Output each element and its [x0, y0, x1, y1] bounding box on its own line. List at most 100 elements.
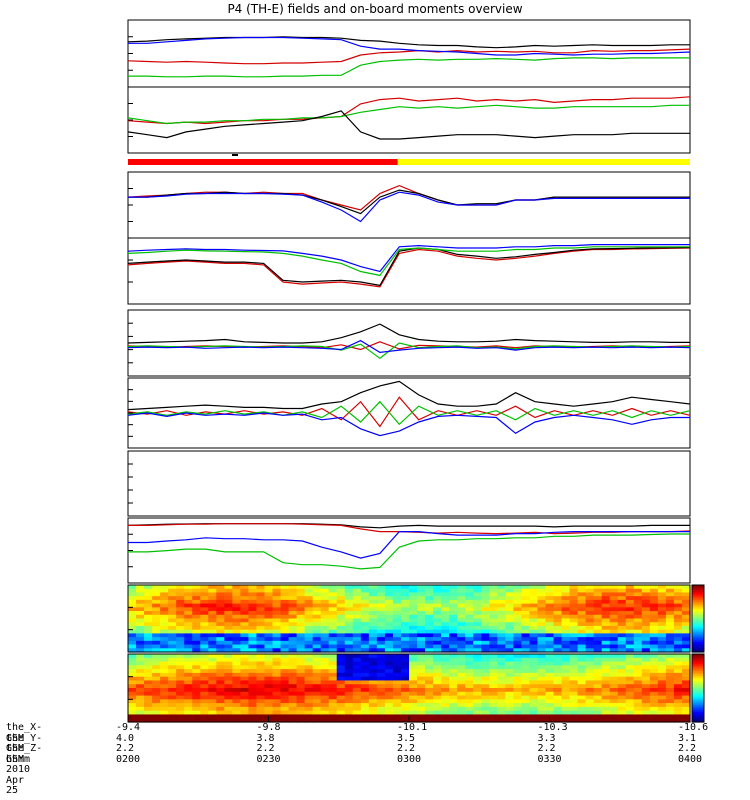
heatmap-cell	[473, 633, 482, 638]
heatmap-cell	[160, 684, 169, 689]
heatmap-cell	[465, 669, 474, 674]
heatmap-cell	[400, 718, 410, 723]
heatmap-cell	[384, 672, 394, 678]
heatmap-cell	[433, 596, 442, 601]
heatmap-cell	[569, 640, 579, 646]
heatmap-cell	[529, 688, 539, 693]
heatmap-cell	[376, 672, 386, 678]
heatmap-cell	[537, 684, 547, 689]
heatmap-cell	[649, 618, 659, 623]
heatmap-cell	[489, 629, 498, 634]
heatmap-cell	[360, 699, 370, 704]
heatmap-cell	[280, 640, 290, 646]
heatmap-cell	[296, 644, 306, 649]
heatmap-cell	[537, 607, 547, 612]
heatmap-cell	[400, 622, 410, 627]
heatmap-cell	[433, 588, 442, 594]
heatmap-cell	[184, 648, 193, 653]
heatmap-cell	[240, 588, 250, 594]
heatmap-cell	[489, 618, 498, 623]
heatmap-cell	[200, 703, 209, 708]
heatmap-cell	[320, 603, 330, 608]
heatmap-cell	[328, 669, 338, 674]
heatmap-cell	[521, 629, 531, 634]
heatmap-cell	[368, 669, 378, 674]
heatmap-cell	[465, 654, 474, 659]
heatmap-cell	[280, 710, 290, 716]
heatmap-cell	[585, 588, 595, 594]
heatmap-cell	[625, 622, 635, 627]
heatmap-cell	[673, 592, 683, 597]
heatmap-cell	[433, 684, 442, 689]
heatmap-cell	[280, 676, 290, 682]
heatmap-cell	[208, 622, 217, 627]
heatmap-cell	[232, 599, 241, 605]
heatmap-cell	[673, 629, 683, 634]
heatmap-cell	[681, 684, 691, 689]
heatmap-cell	[144, 665, 153, 670]
heatmap-cell	[160, 625, 169, 631]
heatmap-cell	[144, 684, 153, 689]
heatmap-cell	[681, 588, 691, 594]
heatmap-cell	[352, 622, 362, 627]
heatmap-cell	[336, 657, 346, 663]
heatmap-cell	[352, 684, 362, 689]
heatmap-cell	[160, 654, 169, 659]
heatmap-cell	[593, 688, 603, 693]
heatmap-cell	[264, 672, 274, 678]
heatmap-cell	[192, 629, 201, 634]
heatmap-cell	[336, 618, 346, 623]
heatmap-cell	[537, 714, 547, 719]
heatmap-cell	[417, 596, 426, 601]
heatmap-cell	[192, 622, 201, 627]
heatmap-cell	[216, 585, 225, 590]
heatmap-cell	[392, 661, 402, 666]
colorbar-cell	[692, 613, 704, 616]
heatmap-cell	[585, 680, 595, 685]
heatmap-cell	[312, 718, 322, 723]
series-line-te	[127, 246, 691, 287]
heatmap-cell	[617, 710, 627, 716]
heatmap-cell	[585, 592, 595, 597]
heatmap-cell	[232, 718, 241, 723]
heatmap-cell	[673, 588, 683, 594]
heatmap-cell	[465, 699, 474, 704]
heatmap-cell	[280, 669, 290, 674]
heatmap-cell	[513, 637, 522, 642]
heatmap-cell	[296, 592, 306, 597]
heatmap-cell	[328, 614, 338, 620]
heatmap-cell	[641, 657, 651, 663]
heatmap-cell	[617, 625, 627, 631]
heatmap-cell	[368, 695, 378, 700]
heatmap-cell	[392, 629, 402, 634]
heatmap-cell	[152, 718, 161, 723]
heatmap-cell	[376, 691, 386, 697]
heatmap-cell	[601, 665, 611, 670]
heatmap-cell	[208, 618, 217, 623]
heatmap-cell	[425, 654, 434, 659]
heatmap-cell	[336, 603, 346, 608]
heatmap-cell	[433, 688, 442, 693]
heatmap-cell	[601, 706, 611, 712]
heatmap-cell	[352, 657, 362, 663]
heatmap-cell	[673, 672, 683, 678]
heatmap-cell	[617, 633, 627, 638]
heatmap-cell	[441, 614, 450, 620]
heatmap-cell	[625, 611, 635, 616]
heatmap-cell	[136, 611, 145, 616]
heatmap-cell	[593, 657, 603, 663]
heatmap-cell	[505, 672, 514, 678]
heatmap-cell	[593, 680, 603, 685]
footer-value: -10.6	[678, 722, 709, 733]
heatmap-cell	[449, 648, 458, 653]
heatmap-cell	[208, 657, 217, 663]
heatmap-cell	[625, 588, 635, 594]
heatmap-cell	[224, 672, 233, 678]
heatmap-cell	[224, 640, 233, 646]
heatmap-cell	[665, 648, 675, 653]
heatmap-cell	[673, 703, 683, 708]
heatmap-cell	[296, 661, 306, 666]
heatmap-cell	[288, 703, 298, 708]
heatmap-cell	[617, 654, 627, 659]
heatmap-cell	[200, 592, 209, 597]
